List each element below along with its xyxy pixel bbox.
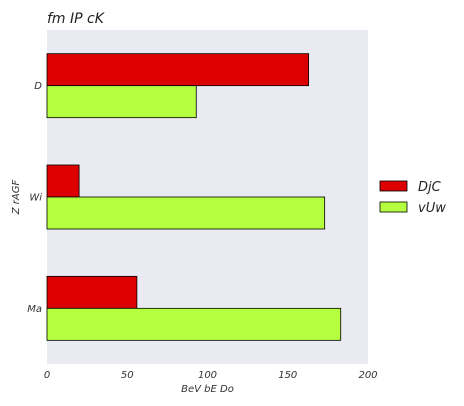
x-tick-label: 150 <box>278 370 297 381</box>
x-tick-label: 0 <box>44 370 50 381</box>
x-tick-label: 100 <box>198 370 217 381</box>
x-axis-label: BeV bE Do <box>181 384 234 395</box>
y-axis-label: Z rAGF <box>11 180 22 216</box>
bars <box>46 53 342 341</box>
bar-vUw-Ma <box>46 307 342 341</box>
y-tick-label: D <box>34 81 42 92</box>
y-ticks: D Wi Ma <box>27 81 42 315</box>
bar-DjC-Ma <box>46 275 138 309</box>
legend-swatch-vUw <box>379 201 408 213</box>
legend: DjC vUw <box>379 180 446 216</box>
chart-title: fm IP cK <box>47 11 106 27</box>
bar-DjC-D <box>46 53 310 87</box>
x-tick-label: 50 <box>121 370 134 381</box>
x-tick-label: 200 <box>358 370 377 381</box>
legend-label-DjC: DjC <box>418 180 442 195</box>
legend-swatch-DjC <box>379 180 408 192</box>
bar-DjC-Wi <box>46 164 80 198</box>
y-tick-label: Wi <box>29 193 42 204</box>
bar-vUw-D <box>46 85 197 119</box>
y-tick-label: Ma <box>27 304 42 315</box>
x-ticks: 0 50 100 150 200 <box>44 370 378 381</box>
bar-vUw-Wi <box>46 196 326 230</box>
legend-label-vUw: vUw <box>418 201 446 216</box>
